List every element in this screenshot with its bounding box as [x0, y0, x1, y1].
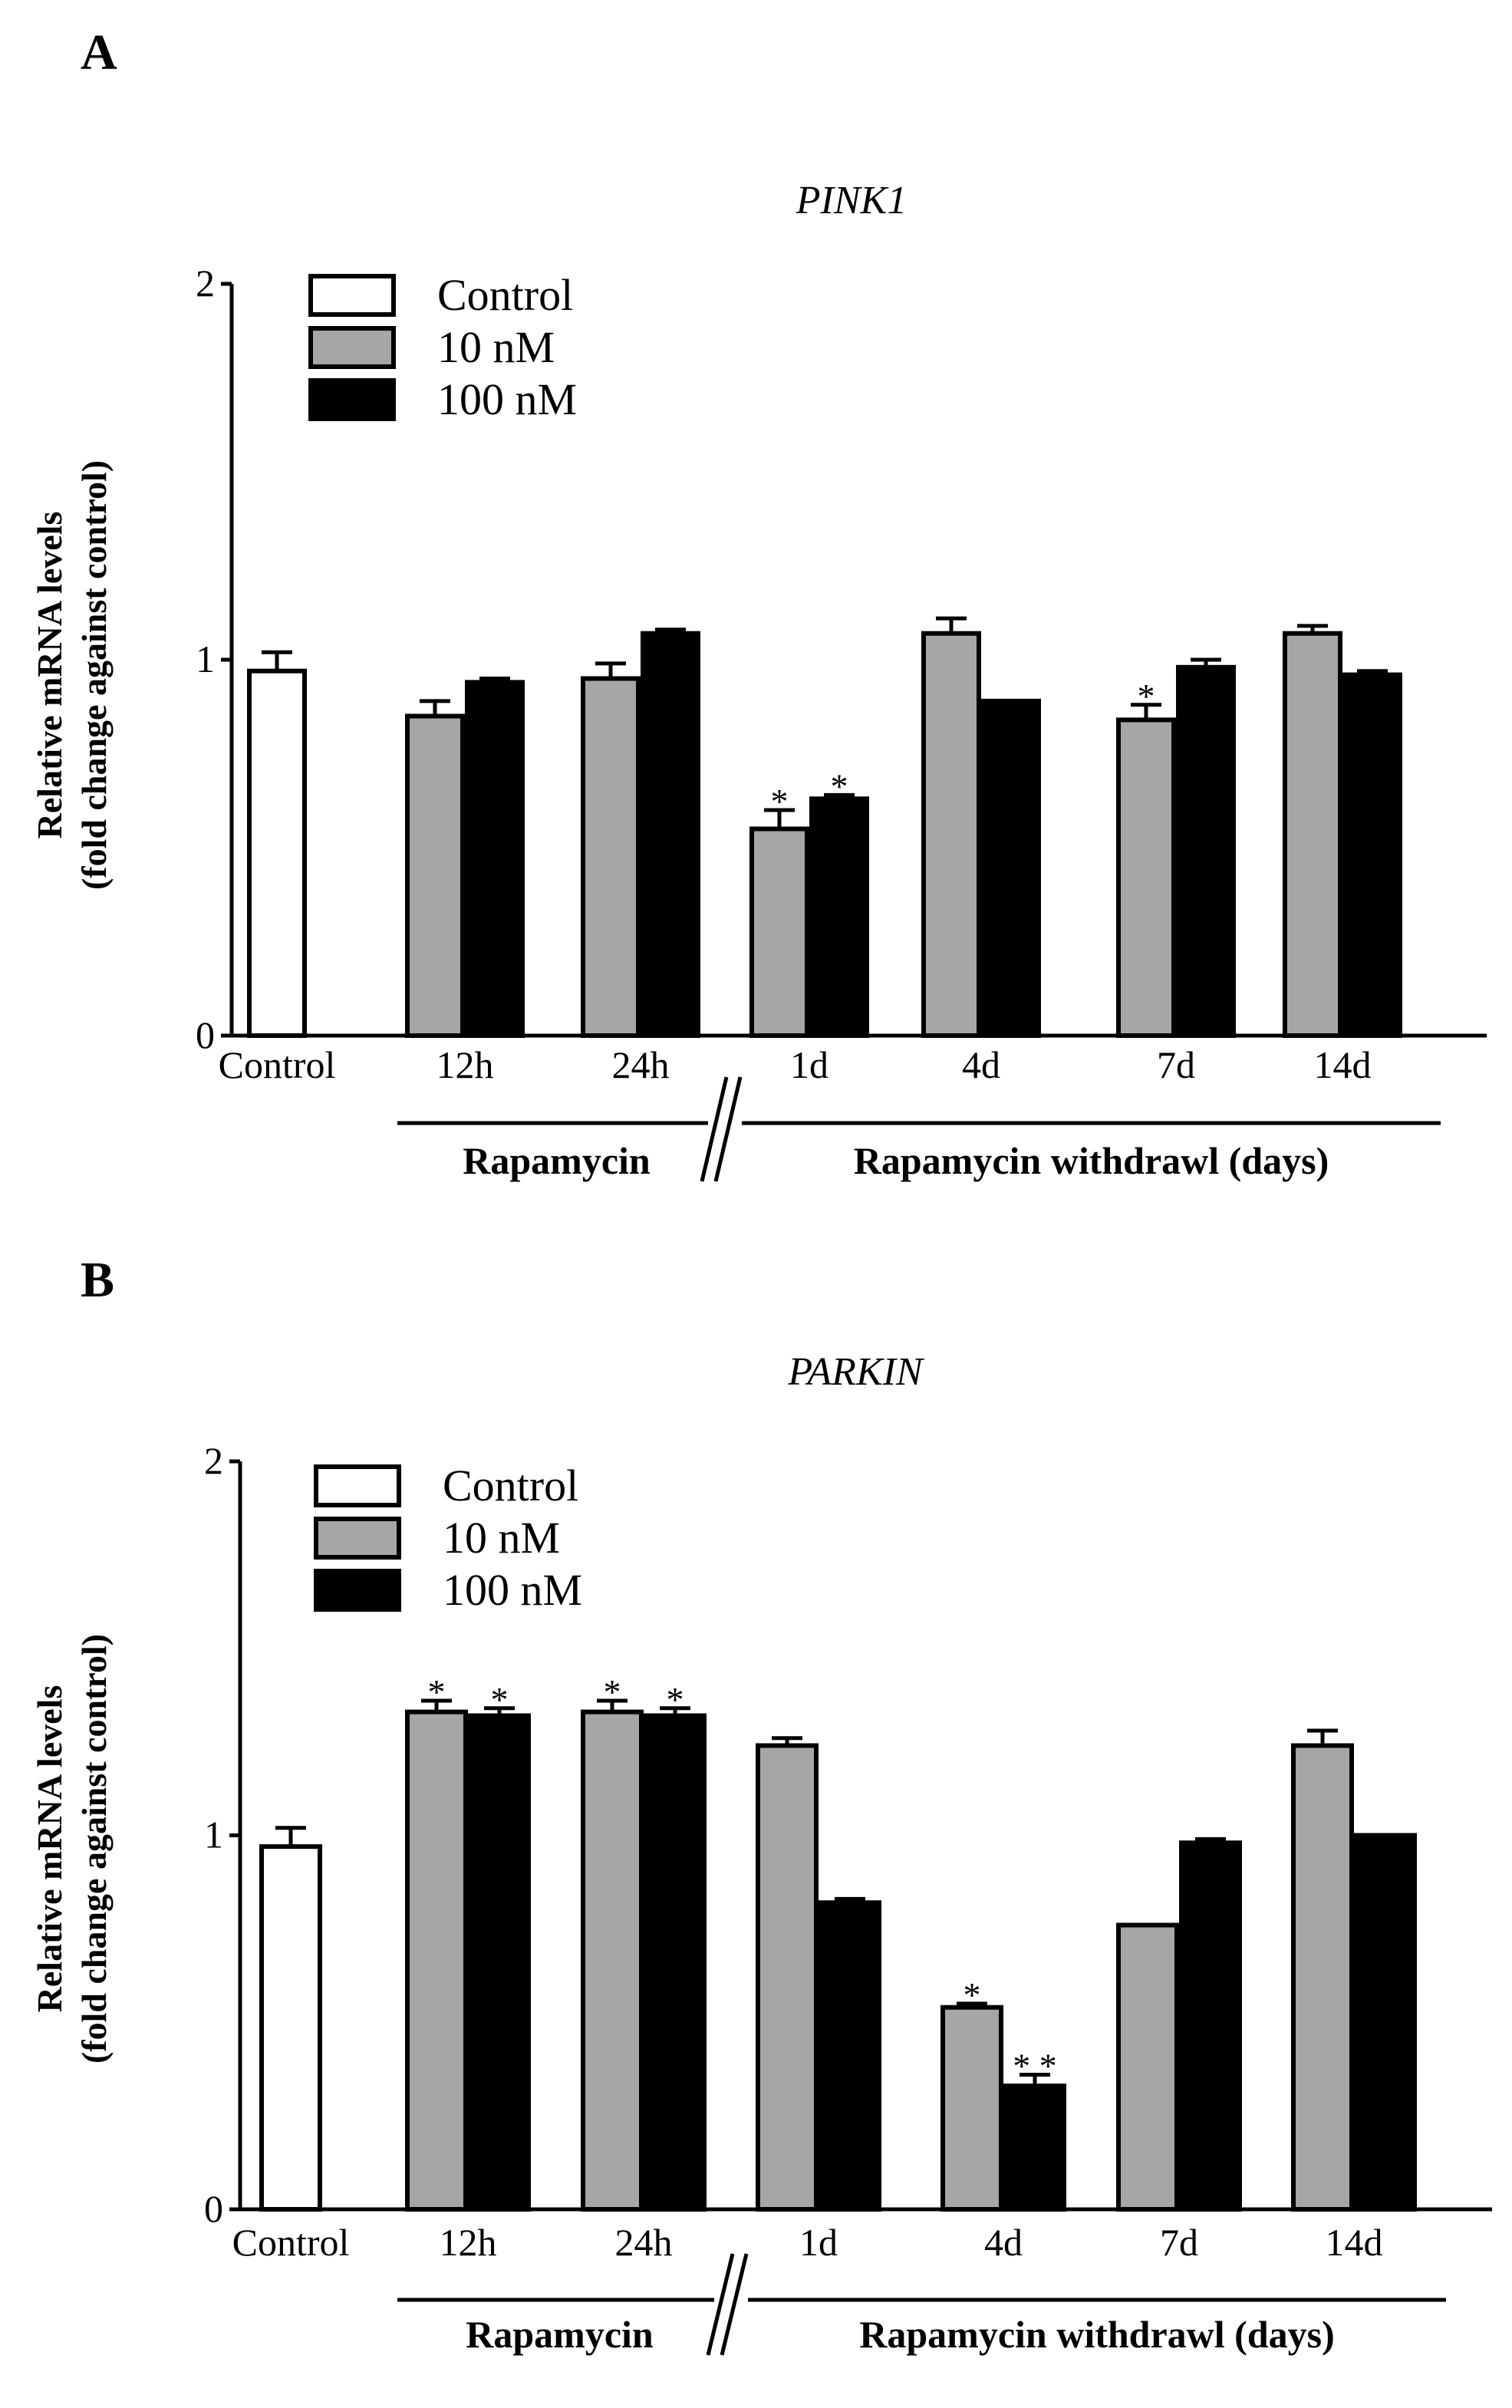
- panel-letter: A: [81, 25, 117, 81]
- legend-label: Control: [437, 270, 573, 320]
- chart-title: PINK1: [796, 179, 907, 222]
- bar: [1291, 1743, 1354, 2212]
- legend-swatch: [308, 274, 396, 317]
- bar: [1003, 2084, 1066, 2212]
- significance-marker: * *: [1013, 2047, 1057, 2086]
- legend-swatch: [314, 1517, 401, 1560]
- legend-label: 100 nM: [437, 374, 577, 424]
- bar: [465, 680, 525, 1039]
- y-axis-label-line-2: (fold change against control): [74, 1634, 114, 2064]
- legend-label: 10 nM: [437, 322, 555, 372]
- significance-marker: *: [771, 782, 789, 821]
- bar: [921, 631, 981, 1038]
- group-label-withdrawal: Rapamycin withdrawl (days): [854, 1139, 1329, 1182]
- legend-swatch: [314, 1464, 401, 1507]
- bar: [247, 668, 307, 1038]
- x-tick-label: 7d: [1160, 2221, 1198, 2264]
- legend-swatch: [308, 326, 396, 369]
- bar: [1354, 1833, 1417, 2212]
- bar: [809, 796, 869, 1039]
- x-tick-label: 14d: [1326, 2221, 1383, 2264]
- bar: [405, 713, 465, 1038]
- bar: [819, 1900, 881, 2212]
- panel-letter: B: [81, 1252, 114, 1308]
- panel-b: B PARKIN Relative mRNA levels (fold chan…: [30, 1252, 1492, 2356]
- x-tick-label: Control: [232, 2221, 350, 2264]
- bar: [641, 631, 700, 1038]
- group-label-withdrawal: Rapamycin withdrawl (days): [859, 2313, 1334, 2356]
- legend-swatch: [314, 1569, 401, 1612]
- legend-label: 10 nM: [443, 1513, 560, 1563]
- bar: [1116, 717, 1176, 1039]
- y-axis-label: Relative mRNA levels (fold change agains…: [30, 1634, 114, 2064]
- axis-break-mark: [713, 1076, 743, 1182]
- bar: [1176, 664, 1236, 1038]
- bar: [405, 1709, 468, 2212]
- bar: [756, 1743, 819, 2212]
- y-axis-label-line-1: Relative mRNA levels: [30, 512, 69, 839]
- bar: [1283, 631, 1342, 1038]
- significance-marker: *: [964, 1975, 981, 2014]
- axes: 0 1 2 Control 12h 24h 1d 4d 7d 14d Rapamycin Rapamy…: [196, 262, 1487, 1182]
- x-tick-label: 4d: [962, 1043, 1000, 1086]
- chart-title: PARKIN: [787, 1350, 925, 1394]
- panel-a: A PINK1 Relative mRNA levels (fold chang…: [30, 25, 1487, 1182]
- legend-swatch: [308, 378, 396, 421]
- significance-marker: *: [831, 766, 848, 805]
- y-tick-label: 2: [196, 262, 215, 305]
- legend-label: Control: [443, 1461, 578, 1510]
- legend-label: 100 nM: [443, 1565, 582, 1615]
- x-tick-label: 7d: [1157, 1043, 1195, 1086]
- axis-break-mark: [700, 1076, 729, 1182]
- bar: [581, 676, 641, 1038]
- group-label-rapamycin: Rapamycin: [463, 1139, 651, 1182]
- y-axis-label-line-1: Relative mRNA levels: [30, 1685, 69, 2013]
- bar: [1179, 1840, 1242, 2212]
- significance-marker: *: [604, 1672, 621, 1711]
- y-axis-label-line-2: (fold change against control): [74, 460, 114, 890]
- bar: [981, 698, 1041, 1039]
- group-label-rapamycin: Rapamycin: [466, 2313, 654, 2356]
- y-tick-label: 1: [204, 1813, 223, 1856]
- bar: [259, 1844, 322, 2212]
- bar: [749, 826, 809, 1038]
- y-tick-label: 1: [196, 637, 215, 680]
- y-tick-label: 2: [204, 1439, 223, 1482]
- y-tick-label: 0: [204, 2187, 223, 2230]
- x-tick-label: 24h: [615, 2221, 673, 2264]
- y-axis-label: Relative mRNA levels (fold change agains…: [30, 460, 114, 890]
- significance-marker: *: [491, 1680, 509, 1719]
- bars: * * *: [247, 616, 1402, 1039]
- x-tick-label: 1d: [790, 1043, 828, 1086]
- axis-break-mark: [706, 2253, 735, 2356]
- bar: [581, 1709, 644, 2212]
- x-tick-label: Control: [219, 1043, 336, 1086]
- bar: [1116, 1922, 1179, 2212]
- x-tick-label: 1d: [799, 2221, 838, 2264]
- bar: [940, 2004, 1003, 2212]
- bars: * * * * * * *: [259, 1672, 1417, 2212]
- significance-marker: *: [667, 1680, 684, 1719]
- axis-break-mark: [720, 2253, 749, 2356]
- bar: [644, 1713, 707, 2212]
- x-tick-label: 24h: [612, 1043, 670, 1086]
- x-tick-label: 4d: [984, 2221, 1023, 2264]
- bar: [1342, 672, 1402, 1038]
- significance-marker: *: [428, 1672, 446, 1711]
- x-tick-label: 12h: [440, 2221, 497, 2264]
- x-tick-label: 12h: [436, 1043, 494, 1086]
- y-tick-label: 0: [196, 1013, 215, 1056]
- x-tick-label: 14d: [1314, 1043, 1372, 1086]
- significance-marker: *: [1138, 677, 1155, 716]
- bar: [468, 1713, 531, 2212]
